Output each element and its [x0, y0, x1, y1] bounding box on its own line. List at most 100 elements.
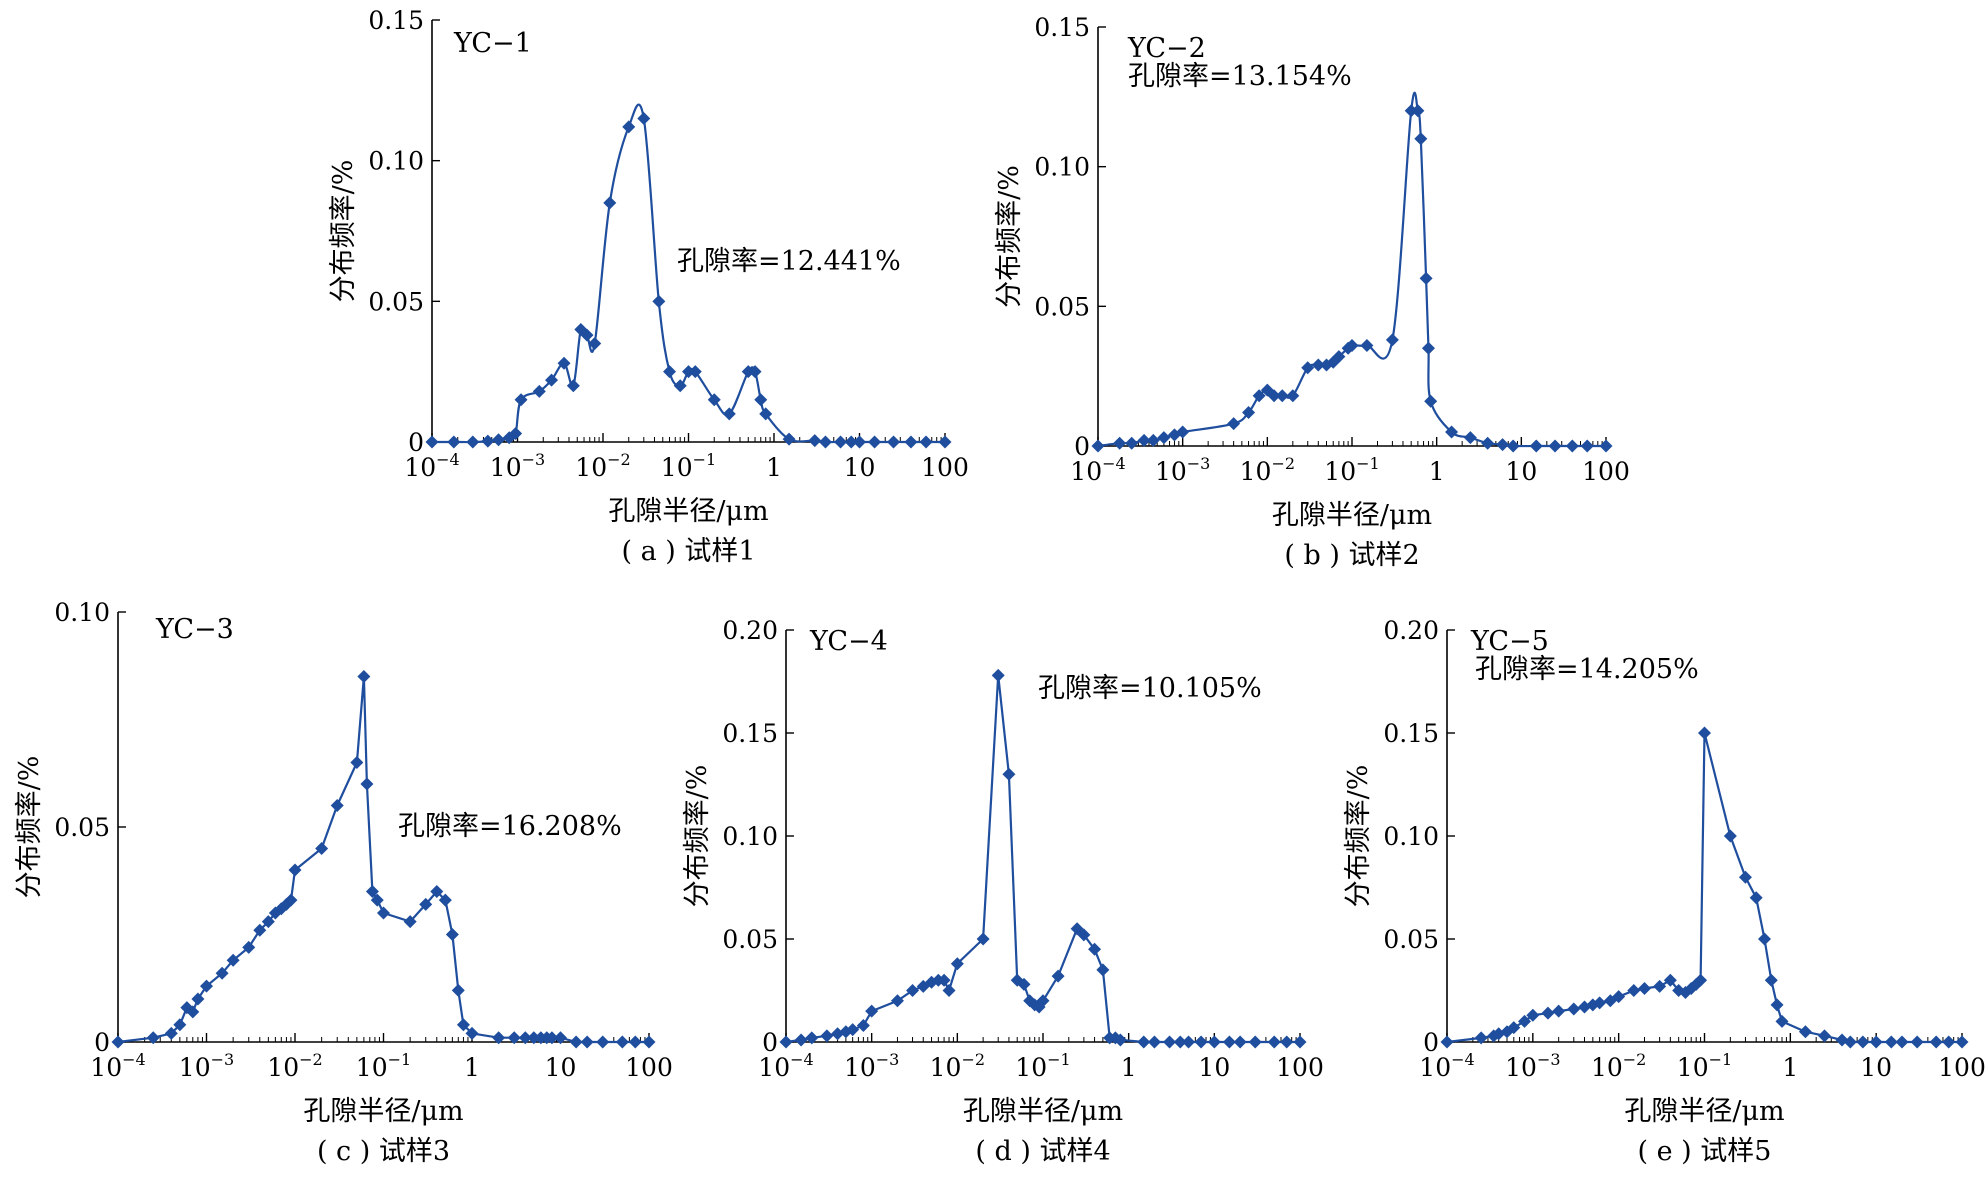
data-point [242, 940, 256, 954]
x-tick-label: 10−2 [267, 1050, 322, 1082]
data-point [991, 668, 1005, 682]
data-point [403, 915, 417, 929]
data-point [370, 893, 384, 907]
panel-caption: ( d ) 试样4 [975, 1136, 1110, 1167]
x-tick-label: 10−4 [1419, 1050, 1474, 1082]
x-tick-label-base: 10 [490, 453, 522, 482]
data-point [820, 1029, 834, 1043]
data-point [1385, 333, 1399, 347]
x-tick-label-exponent: −1 [693, 450, 717, 469]
data-point [1411, 104, 1425, 118]
data-point [1445, 425, 1459, 439]
porosity-annotation: 孔隙率=16.208% [398, 811, 622, 842]
data-point [1146, 433, 1160, 447]
x-tick-label-base: 10 [404, 453, 436, 482]
data-point [557, 356, 571, 370]
data-point [438, 893, 452, 907]
data-point [1884, 1035, 1898, 1049]
x-tick-label-exponent: −1 [388, 1050, 412, 1069]
x-tick-label-base: 10 [1240, 457, 1272, 486]
x-tick-label-base: 100 [625, 1053, 673, 1082]
data-point [507, 1031, 521, 1045]
data-point [906, 984, 920, 997]
x-tick-label-exponent: −1 [1356, 454, 1380, 473]
x-tick-label-base: 10 [844, 1053, 876, 1082]
x-tick-label: 10−3 [1155, 454, 1210, 486]
y-tick-label: 0.10 [1383, 822, 1439, 851]
data-point [865, 1004, 879, 1018]
x-tick-label-exponent: −4 [436, 450, 460, 469]
data-point [1869, 1035, 1883, 1049]
data-point [1017, 977, 1031, 991]
data-point [1612, 990, 1626, 1004]
data-point [1653, 979, 1667, 993]
x-axis-title: 孔隙半径/μm [303, 1096, 463, 1127]
data-point [419, 897, 433, 911]
x-tick-label: 10 [545, 1053, 577, 1082]
data-point [1856, 1035, 1870, 1049]
panel-caption: ( b ) 试样2 [1284, 540, 1419, 571]
x-tick-label-base: 10 [1505, 457, 1537, 486]
y-tick-label: 0 [1074, 432, 1090, 461]
data-point [1694, 973, 1708, 987]
series-line [117, 675, 649, 1044]
data-point [1194, 1035, 1208, 1049]
data-point [1176, 425, 1190, 439]
x-tick-label-exponent: −4 [1451, 1050, 1475, 1069]
x-tick-label-base: 100 [1276, 1053, 1324, 1082]
x-tick-label-base: 10 [1198, 1053, 1230, 1082]
x-tick-label: 10−3 [844, 1050, 899, 1082]
data-point [492, 433, 506, 447]
x-tick-label-base: 10 [1324, 457, 1356, 486]
data-point [1698, 726, 1711, 740]
data-point [1419, 271, 1433, 285]
x-tick-label: 1 [766, 453, 782, 482]
data-point [834, 435, 848, 449]
sample-name: YC−2 [1127, 33, 1206, 64]
x-tick-label: 100 [1276, 1053, 1324, 1082]
data-point [360, 777, 374, 791]
data-point [754, 393, 768, 407]
sample-name: YC−5 [1470, 626, 1549, 657]
data-point [782, 432, 796, 446]
data-point [569, 1035, 583, 1049]
x-tick-label-exponent: −2 [299, 1050, 323, 1069]
data-point [492, 1031, 506, 1045]
x-tick-label-base: 10 [844, 453, 876, 482]
porosity-annotation: 孔隙率=13.154% [1128, 61, 1352, 92]
data-point [1113, 1033, 1127, 1047]
data-point [456, 1018, 470, 1032]
x-tick-label-exponent: −3 [876, 1050, 900, 1069]
data-point [1638, 981, 1652, 995]
x-tick-label-base: 1 [1782, 1053, 1798, 1082]
data-point [1222, 1035, 1236, 1049]
data-point [1113, 436, 1127, 450]
data-point [146, 1031, 160, 1045]
y-axis-title: 分布频率/% [1343, 765, 1374, 908]
y-tick-label: 0 [94, 1028, 110, 1057]
data-point [887, 435, 901, 449]
data-point [1227, 417, 1241, 431]
data-point [904, 435, 918, 449]
data-point [514, 393, 528, 407]
x-tick-label-base: 100 [1582, 457, 1630, 486]
x-tick-label: 10−4 [404, 450, 459, 482]
y-axis-title: 分布频率/% [14, 756, 45, 899]
data-point [1157, 431, 1171, 445]
data-point [580, 1035, 594, 1049]
data-point [1421, 341, 1435, 355]
panel-caption: ( a ) 试样1 [621, 536, 755, 567]
data-point [1173, 1035, 1187, 1049]
y-tick-label: 0.05 [722, 925, 778, 954]
y-tick-label: 0 [762, 1028, 778, 1057]
data-point [808, 434, 822, 448]
x-axis-title: 孔隙半径/μm [963, 1096, 1123, 1127]
x-tick-label: 10 [844, 453, 876, 482]
data-point [1286, 389, 1300, 403]
x-tick-label: 100 [1938, 1053, 1986, 1082]
x-tick-label-base: 10 [545, 1053, 577, 1082]
data-point [688, 365, 702, 379]
data-point [673, 379, 687, 393]
x-tick-label-exponent: −2 [1623, 1050, 1647, 1069]
y-axis-title: 分布频率/% [328, 160, 359, 303]
